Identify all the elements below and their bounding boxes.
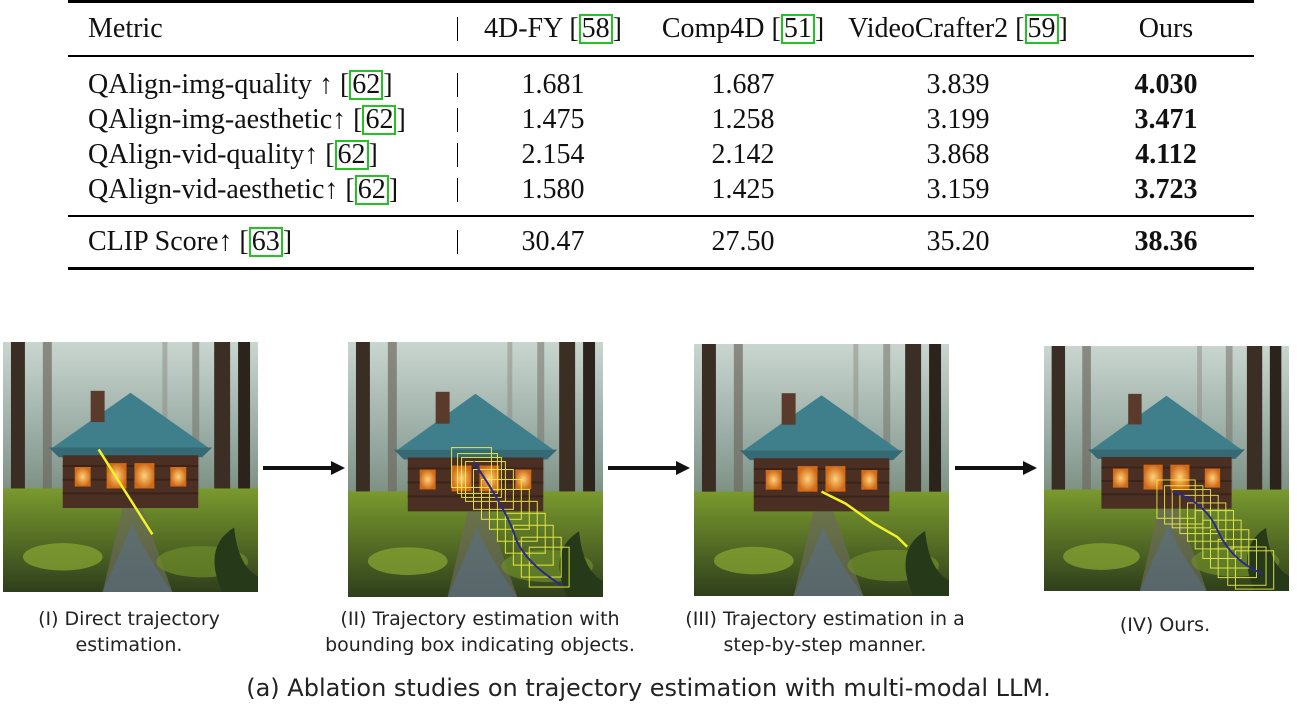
citation-ref[interactable]: 62 (354, 174, 389, 205)
panel-caption: (IV) Ours. (1119, 614, 1211, 636)
citation-ref[interactable]: 59 (1024, 14, 1059, 44)
cell-value: 1.681 (521, 68, 585, 100)
citation-ref[interactable]: 51 (780, 14, 815, 44)
bounding-boxes (451, 447, 570, 588)
header-comp4d: Comp4D [51] (661, 13, 825, 44)
cell-value: 1.580 (521, 173, 585, 205)
cell-value: 27.50 (711, 226, 775, 257)
cell-ours: 4.112 (1135, 138, 1197, 170)
bottom-rule (68, 267, 1254, 270)
panel-caption: (I) Direct trajectory estimation. (38, 608, 220, 656)
panel-ours (1044, 346, 1289, 591)
trajectory-line (820, 490, 909, 548)
header-ours: Ours (1138, 13, 1194, 44)
trajectory-line (97, 448, 154, 536)
trajectory-path (1171, 490, 1263, 575)
citation-ref[interactable]: 62 (334, 139, 369, 170)
cell-value: 2.142 (711, 138, 775, 170)
header-rule (68, 55, 1254, 57)
cell-ours: 38.36 (1134, 226, 1198, 257)
cell-ours: 4.030 (1134, 68, 1198, 100)
cell-value: 1.475 (521, 103, 585, 135)
citation-ref[interactable]: 63 (248, 227, 283, 257)
cell-value: 35.20 (926, 226, 990, 257)
citation-ref[interactable]: 62 (362, 104, 397, 135)
header-row: Metric 4D-FY [58] Comp4D [51] VideoCraft… (68, 3, 1254, 55)
panel-caption: (II) Trajectory estimation with bounding… (325, 608, 635, 656)
table-row: QAlign-vid-aesthetic↑ [62] 1.580 1.425 3… (68, 172, 1254, 207)
results-table: Metric 4D-FY [58] Comp4D [51] VideoCraft… (68, 0, 1254, 270)
cell-value: 2.154 (521, 138, 585, 170)
table-row: QAlign-img-aesthetic↑ [62] 1.475 1.258 3… (68, 102, 1254, 137)
cell-value: 1.258 (711, 103, 775, 135)
cell-value: 3.159 (926, 173, 990, 205)
bounding-boxes (1156, 479, 1275, 590)
cell-value: 1.425 (711, 173, 775, 205)
table-row: QAlign-vid-quality↑ [62] 2.154 2.142 3.8… (68, 137, 1254, 172)
cell-value: 3.868 (926, 138, 990, 170)
citation-ref[interactable]: 58 (578, 14, 613, 44)
table-row-clip: CLIP Score↑ [63] 30.47 27.50 35.20 38.36 (68, 217, 1254, 267)
header-videocrafter2: VideoCrafter2 [59] (848, 13, 1068, 44)
panel-step-by-step (694, 344, 949, 596)
header-metric: Metric (68, 13, 458, 45)
scene-image (694, 344, 949, 596)
header-4dfy: 4D-FY [58] (484, 13, 622, 44)
arrow-right-icon (263, 461, 345, 475)
trajectory-path (472, 460, 562, 586)
arrow-right-icon (608, 461, 690, 475)
cell-value: 3.839 (926, 68, 990, 100)
cell-value: 1.687 (711, 68, 775, 100)
panel-caption: (III) Trajectory estimation in a step-by… (685, 608, 965, 656)
figure-caption: (a) Ablation studies on trajectory estim… (246, 674, 1051, 702)
mid-rule (68, 215, 1254, 217)
cell-value: 30.47 (521, 226, 585, 257)
cell-value: 3.199 (926, 103, 990, 135)
scene-image (1044, 346, 1289, 591)
panel-bounding-box (348, 342, 603, 597)
cell-ours: 3.471 (1134, 103, 1198, 135)
top-rule (68, 0, 1254, 3)
citation-ref[interactable]: 62 (349, 69, 384, 100)
scene-image (348, 342, 603, 597)
table-row: QAlign-img-quality ↑ [62] 1.681 1.687 3.… (68, 67, 1254, 102)
arrow-right-icon (955, 461, 1037, 475)
panel-direct-trajectory (3, 342, 258, 592)
scene-image (3, 342, 258, 592)
cell-ours: 3.723 (1134, 173, 1198, 205)
